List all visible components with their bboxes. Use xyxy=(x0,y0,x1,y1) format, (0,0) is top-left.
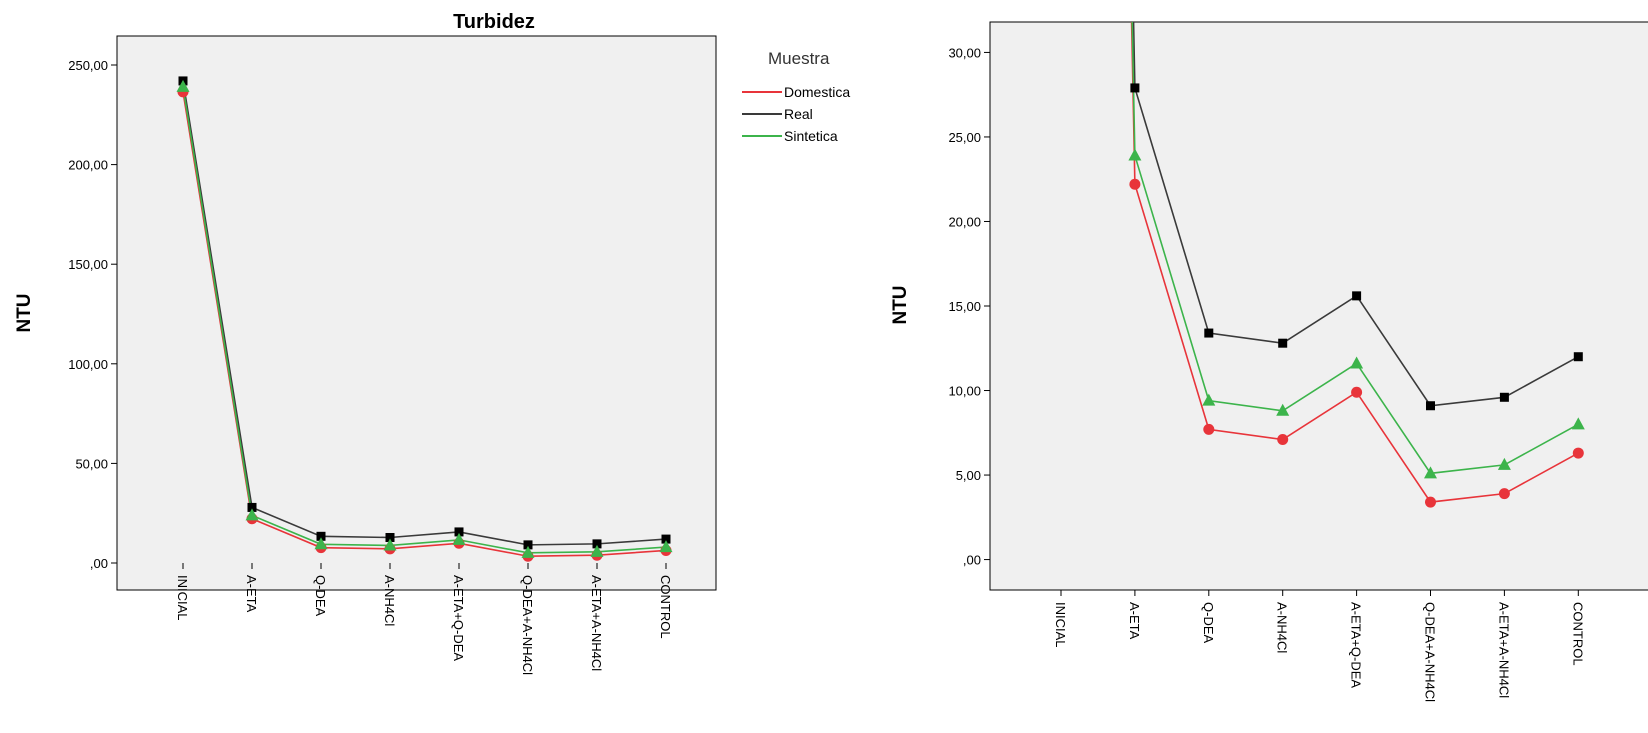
chart-1-point-sintetica-a-eta-a-nh4cl xyxy=(590,544,604,557)
chart-1-point-real-a-eta-q-dea xyxy=(454,527,464,537)
chart-1-y-axis-label: NTU xyxy=(14,293,35,332)
chart-1-series xyxy=(176,76,673,562)
chart-2-x-ticks: INICIAL A-ETA Q-DEA A-NH4Cl A-ETA+Q-DEA Q-DEA… xyxy=(1053,590,1585,702)
chart-2-point-sintetica-q-dea-a-nh4cl xyxy=(1424,466,1437,479)
chart-2-point-real-q-dea xyxy=(1204,328,1214,338)
chart-1-x-ticks: INICIAL A-ETA Q-DEA A-NH4Cl A-ETA+Q-DEA Q-DEA… xyxy=(175,563,673,675)
chart-1-y-ticks: ,00 50,00 100,00 150,00 200,00 250,00 xyxy=(68,58,117,571)
chart-2-point-domestica-control xyxy=(1572,447,1584,459)
chart-2-x-tick-label-inicial: INICIAL xyxy=(1053,602,1068,648)
chart-2-plot-area xyxy=(989,21,1648,591)
chart-2-y-tick-label: 30,00 xyxy=(948,45,981,60)
chart-2-x-tick-label-a-eta-a-nh4cl: A-ETA+A-NH4Cl xyxy=(1496,602,1511,698)
chart-2-point-domestica-a-nh4cl xyxy=(1277,434,1289,446)
chart-1-point-real-control xyxy=(661,534,671,544)
chart-2-y-axis-label: NTU xyxy=(890,285,911,324)
chart-1-x-tick-label-a-eta-a-nh4cl: A-ETA+A-NH4Cl xyxy=(589,575,604,671)
chart-1-legend: Muestra Domestica Real Sintetica xyxy=(742,49,850,144)
chart-2-point-sintetica-a-eta-a-nh4cl xyxy=(1497,457,1511,470)
chart-2-x-tick-label-a-nh4cl: A-NH4Cl xyxy=(1275,602,1290,653)
chart-1-point-sintetica-inicial xyxy=(176,79,190,92)
chart-2-point-real-a-eta xyxy=(1130,83,1140,93)
chart-2-point-domestica-a-eta-a-nh4cl xyxy=(1498,488,1510,500)
chart-2-point-real-q-dea-a-nh4cl xyxy=(1426,401,1435,411)
chart-2-point-sintetica-q-dea xyxy=(1202,393,1216,406)
chart-2-point-domestica-q-dea xyxy=(1203,423,1215,435)
chart-2-point-sintetica-a-nh4cl xyxy=(1276,403,1290,416)
chart-1-x-tick-label-q-dea: Q-DEA xyxy=(313,575,328,617)
chart-2-point-real-a-eta-a-nh4cl xyxy=(1499,392,1509,402)
chart-1-point-real-a-eta-a-nh4cl xyxy=(592,539,602,549)
chart-2-point-sintetica-a-eta xyxy=(1128,148,1142,161)
chart-1-series-line-real xyxy=(182,80,667,546)
chart-2-point-domestica-a-eta-q-dea xyxy=(1351,386,1363,398)
chart-1-y-tick-label: 200,00 xyxy=(68,158,108,173)
chart-1-x-tick-label-a-eta: A-ETA xyxy=(244,575,259,613)
chart-2-y-ticks: ,00 5,00 10,00 15,00 20,00 25,00 30,00 xyxy=(948,45,990,568)
chart-2-y-tick-label: 15,00 xyxy=(948,299,981,314)
chart-2-x-tick-label-control: CONTROL xyxy=(1570,602,1585,666)
chart-2-y-tick-label: 10,00 xyxy=(948,384,981,399)
chart-1-y-tick-label: 100,00 xyxy=(68,357,108,372)
chart-1-title: Turbidez xyxy=(453,11,535,33)
chart-1-point-sintetica-q-dea-a-nh4cl xyxy=(521,545,535,558)
chart-2-series xyxy=(1128,22,1585,508)
chart-1-y-tick-label: 50,00 xyxy=(75,456,108,471)
chart-2-y-tick-label: 20,00 xyxy=(948,214,981,229)
chart-1-point-real-q-dea xyxy=(316,531,326,541)
legend-title: Muestra xyxy=(768,49,830,68)
chart-1: Turbidez NTU ,00 50,00 100,00 150,00 200,00 2… xyxy=(14,11,850,675)
chart-2-point-sintetica-control xyxy=(1571,417,1585,430)
chart-2-point-real-control xyxy=(1573,352,1583,362)
legend-label-real: Real xyxy=(784,106,813,122)
chart-1-x-tick-label-a-nh4cl: A-NH4Cl xyxy=(382,575,397,626)
chart-2-point-real-a-nh4cl xyxy=(1278,338,1288,348)
chart-1-y-tick-label: 250,00 xyxy=(68,58,108,73)
chart-2-series-line-sintetica xyxy=(1131,22,1579,475)
chart-2-y-tick-label: 5,00 xyxy=(956,468,981,483)
chart-2-x-tick-label-q-dea: Q-DEA xyxy=(1201,602,1216,644)
chart-1-plot-area xyxy=(116,35,717,591)
chart-1-series-line-domestica xyxy=(182,91,667,558)
chart-1-point-sintetica-a-eta xyxy=(245,508,259,521)
chart-1-x-tick-label-control: CONTROL xyxy=(658,575,673,639)
chart-1-point-sintetica-q-dea xyxy=(314,537,328,550)
chart-2-series-line-domestica xyxy=(1130,22,1579,503)
chart-1-point-real-q-dea-a-nh4cl xyxy=(523,540,533,550)
chart-1-x-tick-label-q-dea-a-nh4cl: Q-DEA+A-NH4Cl xyxy=(520,575,535,675)
chart-1-point-sintetica-a-eta-q-dea xyxy=(452,532,466,545)
chart-2-x-tick-label-q-dea-a-nh4cl: Q-DEA+A-NH4Cl xyxy=(1423,602,1438,702)
chart-2-point-real-a-eta-q-dea xyxy=(1352,291,1362,301)
chart-1-point-real-a-nh4cl xyxy=(385,533,395,543)
chart-2-point-domestica-a-eta xyxy=(1129,178,1141,190)
chart-1-series-line-sintetica xyxy=(182,86,667,554)
chart-2-point-sintetica-a-eta-q-dea xyxy=(1350,356,1364,369)
chart-2-series-line-real xyxy=(1132,22,1579,407)
chart-2-y-tick-label: ,00 xyxy=(963,553,981,568)
chart-1-y-tick-label: 150,00 xyxy=(68,257,108,272)
legend-label-sintetica: Sintetica xyxy=(784,128,838,144)
chart-2: NTU ,00 5,00 10,00 15,00 20,00 25,00 30,00 INI… xyxy=(890,21,1648,702)
chart-2-point-domestica-q-dea-a-nh4cl xyxy=(1425,496,1436,508)
chart-2-x-tick-label-a-eta-q-dea: A-ETA+Q-DEA xyxy=(1349,602,1364,688)
chart-1-point-real-a-eta xyxy=(247,502,257,512)
chart-2-x-tick-label-a-eta: A-ETA xyxy=(1127,602,1142,640)
legend-label-domestica: Domestica xyxy=(784,84,850,100)
chart-2-y-tick-label: 25,00 xyxy=(948,130,981,145)
chart-1-point-sintetica-a-nh4cl xyxy=(383,538,397,551)
chart-1-point-sintetica-control xyxy=(659,540,673,553)
chart-1-x-tick-label-a-eta-q-dea: A-ETA+Q-DEA xyxy=(451,575,466,661)
chart-1-y-tick-label: ,00 xyxy=(90,556,108,571)
chart-1-x-tick-label-inicial: INICIAL xyxy=(175,575,190,621)
